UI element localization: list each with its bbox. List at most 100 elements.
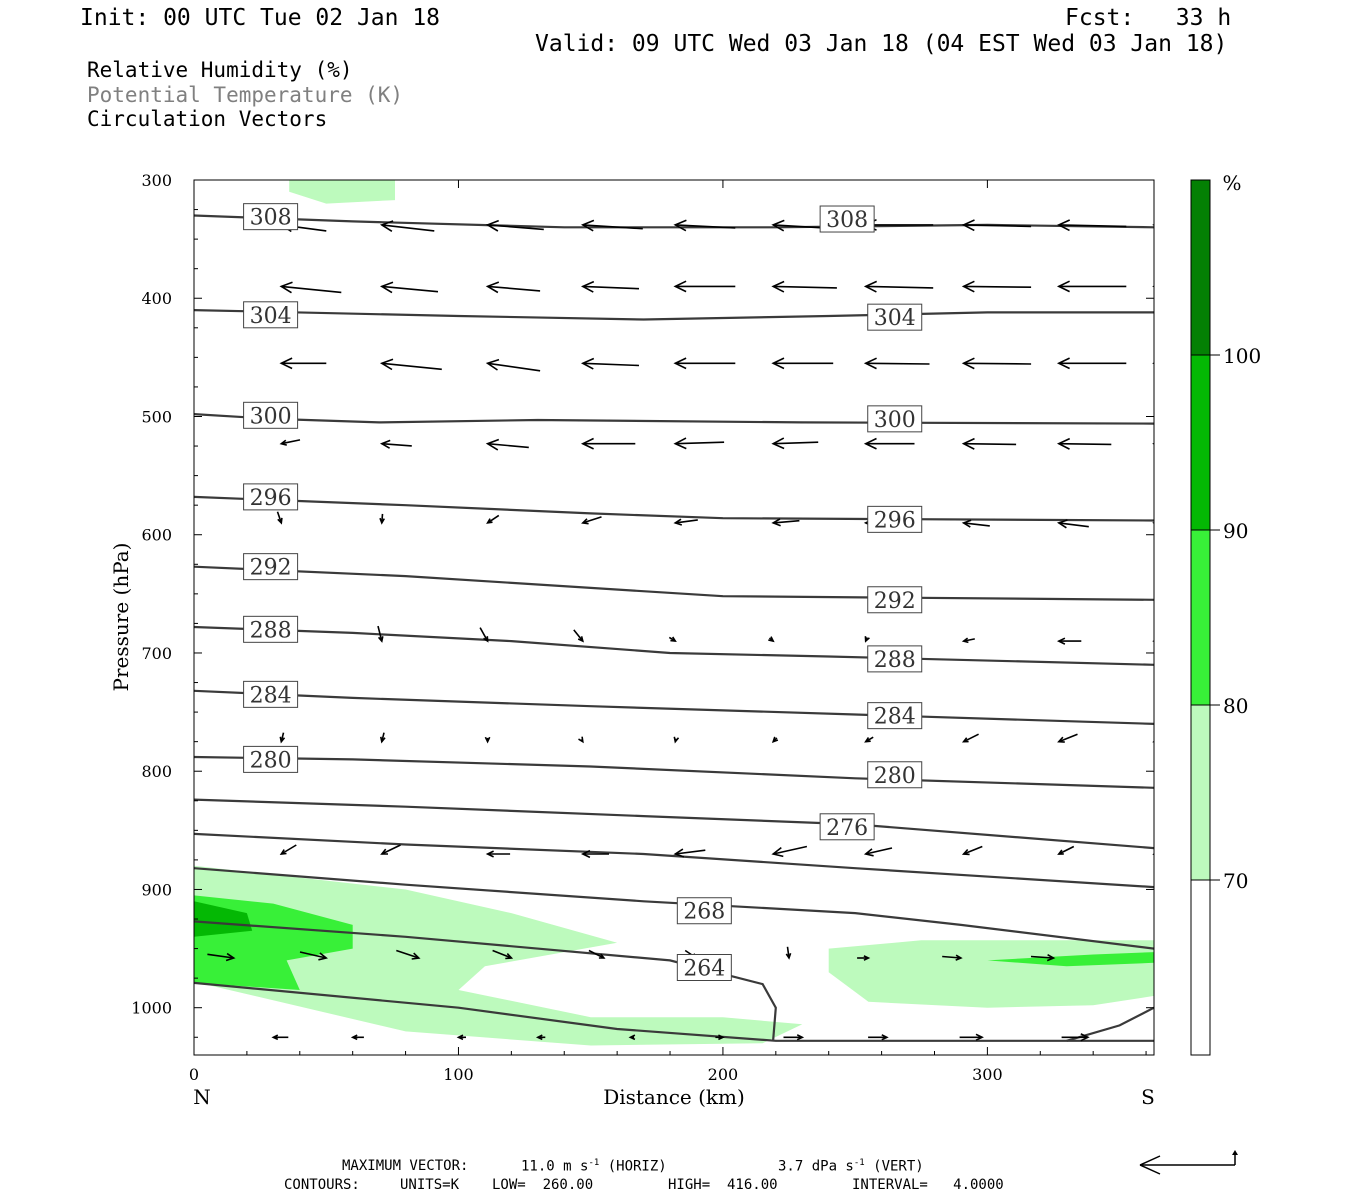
circulation-vector (1152, 224, 1154, 226)
circulation-vector (673, 518, 698, 526)
circulation-vector (1030, 954, 1056, 962)
contour-label: 308 (250, 206, 292, 231)
circulation-vector (959, 1033, 984, 1041)
circulation-vector (961, 637, 975, 644)
contour-label-box (676, 954, 732, 981)
rh-region-70 (194, 865, 803, 1046)
contour-label-box (867, 405, 923, 433)
circulation-vector (868, 1034, 889, 1041)
legend-circulation-vectors: Circulation Vectors (87, 107, 328, 131)
circulation-vector (379, 358, 442, 371)
circulation-vector (961, 437, 1017, 450)
circulation-vector (668, 636, 677, 643)
circulation-vector (1152, 285, 1154, 288)
circulation-vector (1056, 357, 1127, 370)
contour-label-box (243, 401, 299, 429)
y-tick-label: 400 (141, 289, 172, 308)
contour-label: 288 (250, 618, 292, 643)
circulation-vector (768, 636, 775, 643)
colorbar-tick-label: 80 (1223, 694, 1248, 718)
circulation-vector (961, 219, 1032, 232)
circulation-vector (1056, 437, 1112, 450)
circulation-vector (1152, 740, 1154, 743)
rh-region-70 (289, 180, 395, 204)
y-tick-label: 600 (141, 526, 172, 545)
circulation-vector (1152, 852, 1154, 855)
circulation-vector (1061, 1033, 1090, 1042)
circulation-vector (1057, 845, 1075, 855)
colorbar-segment (1191, 530, 1210, 705)
endpoint-label-north: N (193, 1085, 211, 1109)
relative-humidity-shading (194, 180, 1154, 1046)
max-vector-vert: 3.7 dPa s-1 (VERT) (778, 1158, 924, 1175)
circulation-vector (279, 281, 342, 294)
circulation-vector (350, 1034, 364, 1041)
rh-region-90 (194, 901, 253, 937)
circulation-vector (279, 732, 286, 744)
reference-vector-icon (1139, 1150, 1238, 1175)
max-vector-horiz: 11.0 m s-1 (HORIZ) (521, 1158, 667, 1175)
colorbar-segment (1191, 180, 1210, 355)
contour-label-box (867, 702, 923, 730)
circulation-vector (299, 951, 328, 961)
circulation-vector (485, 219, 544, 232)
plot-frame (193, 179, 1155, 1056)
theta-contour-296 (194, 495, 1154, 522)
circulation-vector (578, 736, 584, 744)
circulation-vector (1057, 733, 1078, 743)
contour-label-box (243, 680, 299, 708)
colorbar-tick-label: 90 (1223, 519, 1248, 543)
contour-label: 292 (250, 556, 292, 581)
circulation-vector (863, 847, 893, 857)
circulation-vector (486, 514, 500, 524)
x-axis-title: Distance (km) (603, 1085, 745, 1109)
circulation-vector (580, 437, 636, 450)
circulation-vector (279, 439, 301, 446)
legend-relative-humidity: Relative Humidity (%) (87, 58, 353, 82)
x-tick-label: 100 (443, 1065, 474, 1084)
valid-time: Valid: 09 UTC Wed 03 Jan 18 (04 EST Wed … (535, 31, 1228, 57)
contour-label: 280 (250, 748, 292, 773)
circulation-vector (377, 625, 384, 643)
y-tick-label: 700 (141, 644, 172, 663)
contour-label-box (243, 203, 299, 231)
contour-label-box (867, 303, 923, 331)
circulation-vector (492, 949, 514, 960)
circulation-vector (380, 844, 401, 855)
contour-label: 268 (683, 900, 725, 925)
circulation-vector (279, 357, 327, 370)
circulation-vector (276, 511, 283, 525)
legend-potential-temperature: Potential Temperature (K) (87, 83, 404, 107)
circulation-vector (771, 845, 808, 858)
circulation-vector (863, 437, 915, 450)
circulation-vector (1152, 522, 1154, 524)
y-tick-label: 500 (141, 407, 172, 426)
contours-high: HIGH= 416.00 (668, 1177, 778, 1193)
circulation-vector (771, 357, 834, 370)
contour-label-box (867, 586, 923, 614)
theta-contour-280 (194, 755, 1154, 789)
circulation-vector (961, 733, 979, 743)
contour-label: 304 (250, 304, 292, 329)
circulation-vector (1056, 519, 1089, 529)
theta-contour-284 (194, 689, 1154, 725)
circulation-vector (1056, 280, 1127, 293)
theta-contour-276 (194, 798, 1154, 850)
colorbar-tick-label: 100 (1223, 344, 1261, 368)
circulation-vector (580, 280, 640, 293)
x-tick-label: 0 (189, 1065, 199, 1084)
y-tick-label: 1000 (131, 999, 172, 1018)
colorbar-segment (1191, 705, 1210, 880)
circulation-vector (715, 1034, 725, 1041)
circulation-vector (535, 1034, 546, 1041)
circulation-vector (771, 518, 800, 527)
contour-label: 300 (250, 404, 292, 429)
circulation-vector (864, 636, 870, 643)
circulation-vector (580, 849, 609, 859)
circulation-vector (628, 1034, 636, 1041)
circulation-vector (942, 954, 963, 961)
circulation-vector (961, 845, 983, 856)
init-time: Init: 00 UTC Tue 02 Jan 18 (80, 5, 441, 31)
contour-label-box (243, 553, 299, 581)
contour-label: 288 (874, 648, 916, 673)
